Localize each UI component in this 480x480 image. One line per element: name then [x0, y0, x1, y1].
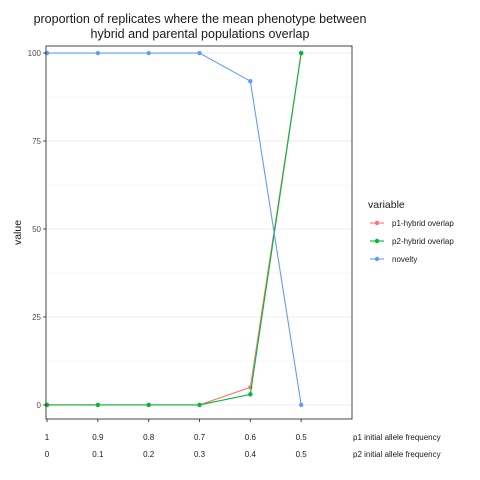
legend-key-point: [374, 238, 380, 244]
legend-item[interactable]: novelty: [370, 255, 417, 264]
legend-key-point: [374, 256, 380, 262]
legend-label: p2-hybrid overlap: [392, 237, 454, 246]
x-tick-label: 0.7: [194, 433, 206, 442]
x-tick-label: 0.3: [194, 450, 206, 459]
y-axis-title: value: [12, 220, 24, 245]
y-tick-label: 50: [32, 225, 41, 234]
x-axis: 1 0.9 0.8 0.7 0.6 0.5 p1 initial allele freque…: [45, 419, 441, 459]
chart-title-line: proportion of replicates where the mean …: [34, 12, 367, 26]
legend-item[interactable]: p2-hybrid overlap: [370, 237, 454, 246]
legend-title: variable: [368, 199, 405, 211]
gridlines: [46, 52, 352, 406]
data-point: [197, 50, 202, 56]
data-point: [298, 50, 304, 56]
series-line: [47, 52, 302, 406]
x-tick-label: 0.4: [245, 450, 257, 459]
x-tick-label: 0.9: [92, 433, 104, 442]
legend-key-point: [374, 220, 380, 226]
plot-panel-border: [45, 45, 353, 420]
x-tick-label: 0.5: [296, 433, 308, 442]
data-point: [298, 402, 304, 408]
legend-label: p1-hybrid overlap: [392, 219, 454, 228]
x-tick-label: 1: [45, 433, 50, 442]
x-tick-label: 0: [45, 450, 50, 459]
data-point: [146, 50, 151, 56]
y-tick-label: 0: [37, 401, 42, 410]
data-point: [146, 402, 151, 408]
x-tick-label: 0.8: [143, 433, 155, 442]
data-point: [248, 392, 253, 397]
series-line: [47, 52, 302, 406]
y-axis: 0 25 50 75 100 value: [12, 49, 46, 410]
x-tick-label: 0.5: [296, 450, 308, 459]
x-row-label: p2 initial allele frequency: [353, 450, 441, 459]
data-point: [95, 50, 101, 56]
legend-item[interactable]: p1-hybrid overlap: [370, 219, 454, 228]
chart-title-line: hybrid and parental populations overlap: [91, 27, 310, 41]
y-tick-label: 75: [32, 137, 41, 146]
y-tick-label: 25: [32, 313, 41, 322]
chart-title: proportion of replicates where the mean …: [34, 12, 367, 41]
x-tick-label: 0.6: [245, 433, 257, 442]
x-row-label: p1 initial allele frequency: [353, 433, 441, 442]
y-tick-label: 100: [28, 49, 42, 58]
data-point: [95, 402, 101, 408]
x-tick-label: 0.2: [143, 450, 155, 459]
data-point: [197, 402, 202, 408]
x-tick-label: 0.1: [92, 450, 104, 459]
legend[interactable]: variable p1-hybrid overlap p2-hybrid overl…: [368, 199, 454, 264]
data-point: [248, 78, 253, 84]
legend-label: novelty: [392, 255, 417, 264]
